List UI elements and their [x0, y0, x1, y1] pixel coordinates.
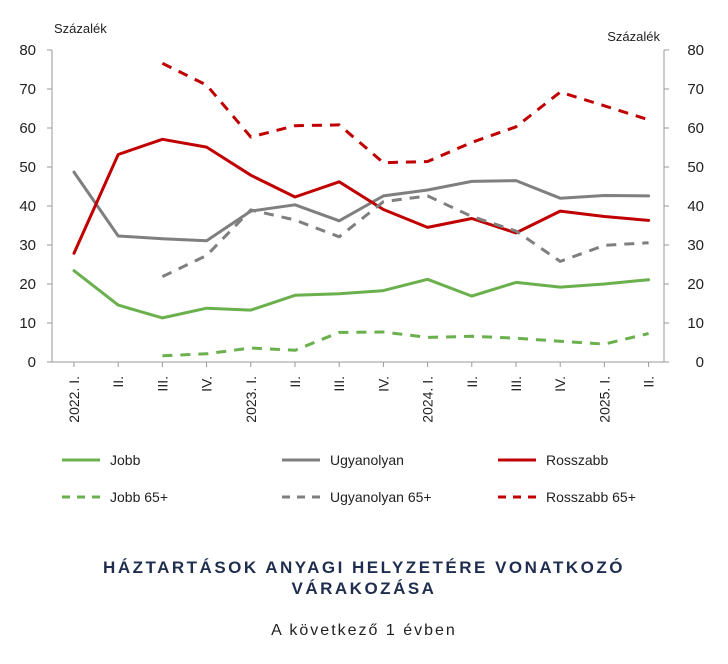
series-line-0 [72, 269, 651, 320]
chart-subtitle: A következő 1 évben [271, 622, 457, 639]
y-tick-label-right: 30 [687, 237, 704, 254]
y-tick-label-left: 10 [19, 315, 36, 332]
x-tick-label: II. [287, 376, 303, 388]
x-tick-label: 2024. I. [420, 376, 436, 423]
legend: Jobb Ugyanolyan Rosszabb Jobb 65+ Ugyanolyan… [60, 448, 700, 518]
y-tick-label-left: 80 [19, 42, 36, 59]
y-tick-label-right: 0 [696, 354, 704, 371]
y-tick-label-left: 20 [19, 276, 36, 293]
y-tick-label-left: 40 [19, 198, 36, 215]
x-tick-label: 2023. I. [243, 376, 259, 423]
y-tick-label-left: 70 [19, 81, 36, 98]
y-tick-label-left: 30 [19, 237, 36, 254]
legend-label: Ugyanolyan [330, 452, 404, 468]
series-line-2 [72, 137, 651, 255]
y-tick-label-left: 60 [19, 120, 36, 137]
x-tick-label: III. [508, 376, 524, 392]
y-tick-label-right: 40 [687, 198, 704, 215]
y-tick-label-right: 80 [687, 42, 704, 59]
legend-label: Rosszabb 65+ [546, 489, 636, 505]
line-chart: Százalék Százalék 0 0 10 10 20 20 30 30 40 40 50 50… [19, 21, 704, 423]
legend-swatch [498, 495, 536, 499]
x-tick-label: II. [464, 376, 480, 388]
y-unit-right: Százalék [607, 29, 660, 44]
legend-label: Jobb [110, 452, 141, 468]
legend-item: Rosszabb 65+ [496, 485, 636, 509]
axes: 0 0 10 10 20 20 30 30 40 40 50 50 60 60 70 70 80 80 2022. … [19, 42, 704, 423]
series-lines [72, 61, 651, 358]
y-tick-label-left: 50 [19, 159, 36, 176]
legend-item: Ugyanolyan [280, 448, 404, 472]
x-tick-label: II. [641, 376, 657, 388]
y-tick-label-left: 0 [28, 354, 36, 371]
legend-item: Jobb 65+ [60, 485, 168, 509]
x-tick-label: III. [331, 376, 347, 392]
y-tick-label-right: 20 [687, 276, 704, 293]
x-tick-label: 2022. I. [66, 376, 82, 423]
x-tick-label: IV. [199, 376, 215, 392]
x-tick-label: IV. [375, 376, 391, 392]
legend-item: Ugyanolyan 65+ [280, 485, 432, 509]
y-unit-left: Százalék [54, 21, 107, 36]
y-tick-label-right: 50 [687, 159, 704, 176]
series-line-3 [162, 330, 649, 358]
y-tick-label-right: 60 [687, 120, 704, 137]
series-line-4 [161, 194, 649, 278]
legend-label: Jobb 65+ [110, 489, 168, 505]
title-line-2: VÁRAKOZÁSA [291, 579, 437, 598]
legend-swatch [498, 458, 536, 462]
series-line-1 [72, 170, 651, 243]
x-tick-label: III. [154, 376, 170, 392]
legend-swatch [62, 458, 100, 462]
legend-label: Ugyanolyan 65+ [330, 489, 432, 505]
y-tick-label-right: 70 [687, 81, 704, 98]
legend-swatch [62, 495, 100, 499]
series-line-5 [161, 61, 650, 165]
legend-swatch [282, 495, 320, 499]
x-tick-label: II. [110, 376, 126, 388]
chart-title: HÁZTARTÁSOK ANYAGI HELYZETÉRE VONATKOZÓ … [0, 557, 728, 599]
x-tick-label: IV. [552, 376, 568, 392]
title-line-1: HÁZTARTÁSOK ANYAGI HELYZETÉRE VONATKOZÓ [103, 558, 625, 577]
legend-item: Jobb [60, 448, 140, 472]
legend-swatch [282, 458, 320, 462]
legend-item: Rosszabb [496, 448, 608, 472]
y-tick-label-right: 10 [687, 315, 704, 332]
legend-label: Rosszabb [546, 452, 609, 468]
x-tick-label: 2025. I. [596, 376, 612, 423]
